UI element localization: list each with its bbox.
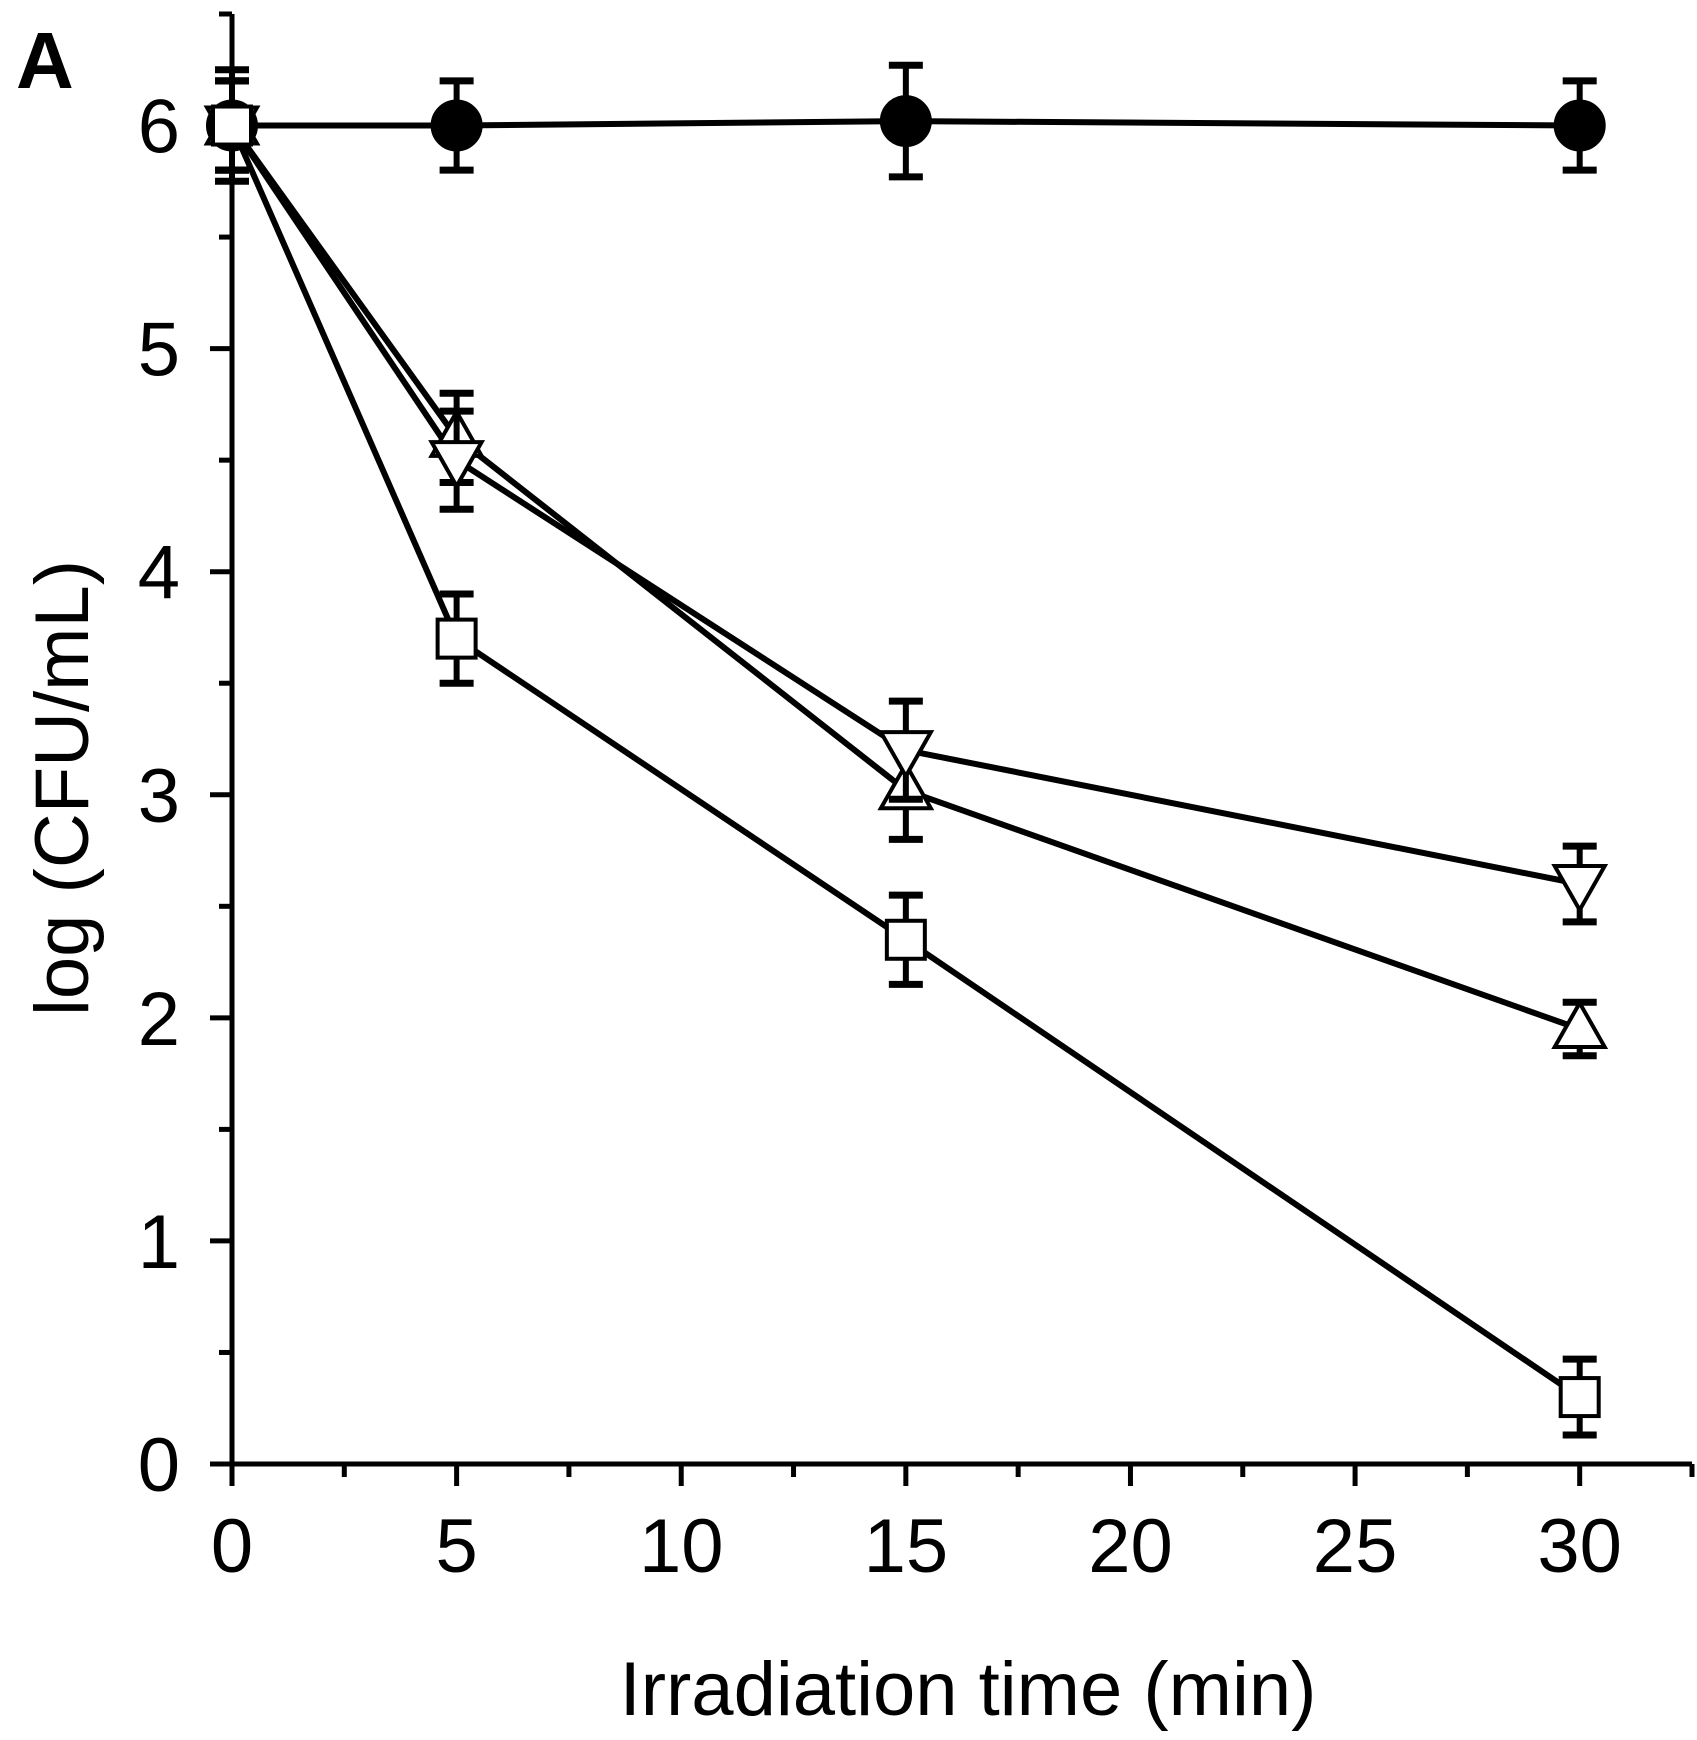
data-point-circle bbox=[879, 95, 932, 148]
y-tick-label: 6 bbox=[138, 85, 180, 170]
data-point-square bbox=[884, 918, 927, 961]
data-point-square bbox=[1558, 1376, 1601, 1419]
series-line-square-open bbox=[229, 124, 1582, 1400]
data-point-square bbox=[211, 104, 253, 147]
x-tick-label: 5 bbox=[435, 1504, 477, 1589]
series-line-triangle-up-open bbox=[229, 123, 1581, 1032]
x-tick-label: 20 bbox=[1088, 1504, 1173, 1589]
y-tick-label: 3 bbox=[138, 754, 180, 839]
series-line-circle-filled bbox=[232, 118, 1580, 129]
data-point-circle bbox=[1553, 99, 1606, 152]
y-axis-label: log (CFU/mL) bbox=[20, 560, 105, 1016]
series-line-triangle-down-open bbox=[229, 123, 1581, 887]
data-point-circle bbox=[430, 99, 483, 152]
data-point-triangle-up bbox=[1551, 998, 1609, 1049]
x-tick-label: 15 bbox=[864, 1504, 949, 1589]
data-point-triangle-down bbox=[877, 730, 935, 781]
y-tick-label: 5 bbox=[138, 308, 180, 393]
x-tick-label: 30 bbox=[1537, 1504, 1622, 1589]
data-point-triangle-down bbox=[1551, 864, 1609, 915]
y-tick-label: 4 bbox=[138, 531, 180, 616]
x-tick-label: 25 bbox=[1313, 1504, 1398, 1589]
x-axis-label: Irradiation time (min) bbox=[620, 1647, 1317, 1732]
y-tick-label: 0 bbox=[138, 1423, 180, 1508]
data-point-square bbox=[435, 617, 478, 660]
axes: 0 5 10 15 20 25 30 0 1 2 3 4 5 6 bbox=[138, 11, 1695, 1589]
series-markers bbox=[203, 61, 1609, 1439]
series-lines bbox=[229, 118, 1582, 1400]
y-tick-label: 2 bbox=[138, 977, 180, 1062]
data-point-triangle-down bbox=[428, 440, 486, 491]
y-tick-label: 1 bbox=[138, 1200, 180, 1285]
x-tick-label: 0 bbox=[211, 1504, 253, 1589]
panel-label: A bbox=[16, 16, 74, 105]
x-tick-label: 10 bbox=[639, 1504, 724, 1589]
